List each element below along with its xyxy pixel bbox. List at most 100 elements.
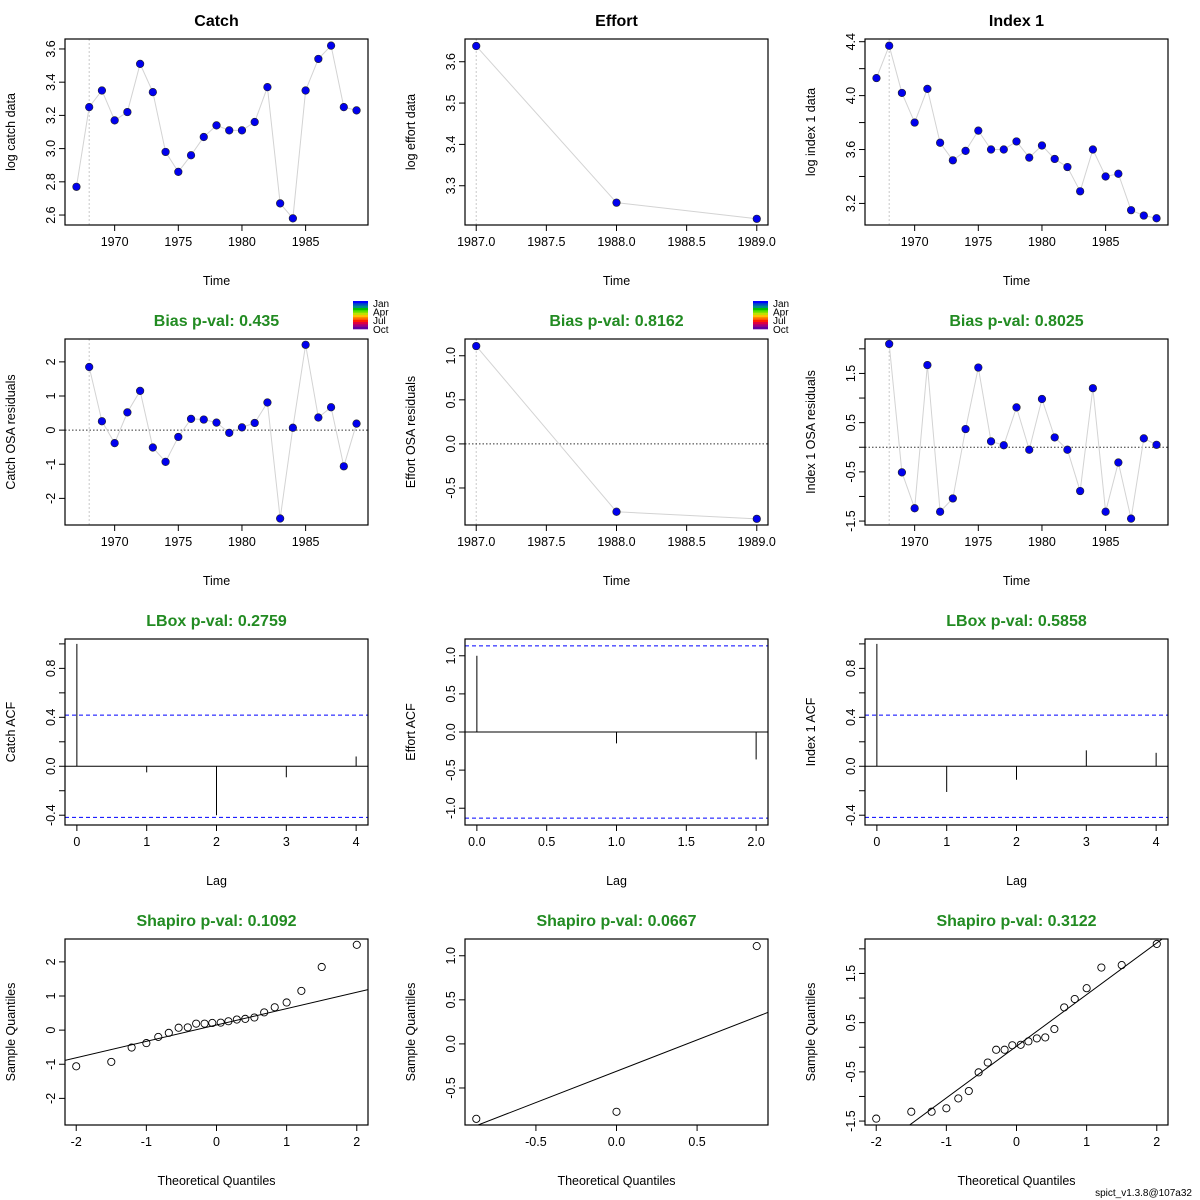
data-point (199, 132, 208, 142)
y-tick-label: 3.3 (444, 177, 458, 194)
season-label: Oct (373, 325, 389, 336)
data-point (1101, 507, 1110, 516)
y-tick-label: 0.5 (444, 391, 458, 408)
y-tick-label: 0.0 (844, 758, 858, 775)
qq-point (612, 1107, 621, 1116)
x-axis-label: Time (603, 574, 630, 588)
qq-point (974, 1068, 983, 1077)
season-swatch (353, 317, 368, 320)
data-point (199, 415, 208, 424)
panel-title: Catch (194, 13, 238, 30)
x-tick-label: 0.0 (468, 835, 485, 849)
season-swatch (753, 308, 768, 311)
y-tick-label: -0.5 (444, 1077, 458, 1099)
x-axis-label: Time (1003, 274, 1030, 288)
x-tick-label: 1975 (964, 535, 992, 549)
y-tick-label: 4.0 (844, 87, 858, 104)
qq-point (208, 1018, 217, 1028)
y-axis-label: log catch data (4, 93, 18, 171)
y-tick-label: 3.2 (844, 195, 858, 212)
data-point (1152, 440, 1161, 449)
version-footer: spict_v1.3.8@107a32 (1095, 1188, 1192, 1199)
data-point (263, 83, 272, 92)
qq-point (241, 1014, 250, 1023)
y-axis-label: log effort data (404, 94, 418, 170)
panel-title: Bias p-val: 0.8025 (949, 313, 1083, 330)
x-tick-label: 1985 (1092, 535, 1120, 549)
data-point (1050, 433, 1059, 442)
y-tick-label: 4.4 (844, 33, 858, 50)
x-tick-label: 1980 (1028, 535, 1056, 549)
qq-point (1008, 1041, 1017, 1050)
qq-point (183, 1023, 192, 1032)
panel-effort-qq: Shapiro p-val: 0.0667 -0.5 0.0 0.5 -0.5 0.0 0.… (404, 913, 769, 1188)
qq-point (1060, 1003, 1069, 1012)
data-point (1012, 403, 1021, 412)
y-tick-label: 0.0 (44, 758, 58, 775)
x-tick-label: 1987.5 (527, 235, 565, 249)
y-tick-label: 3.2 (44, 107, 58, 124)
data-point (885, 339, 894, 349)
x-tick-label: 1987.0 (457, 235, 495, 249)
qq-point (174, 1023, 183, 1032)
data-point (1063, 162, 1072, 172)
season-swatch (353, 308, 368, 311)
data-point (974, 363, 983, 372)
data-point (1101, 172, 1110, 181)
season-swatch (753, 303, 768, 306)
x-tick-label: 2 (1153, 1135, 1160, 1149)
data-point (948, 494, 957, 503)
data-point (212, 418, 221, 427)
data-point (186, 151, 196, 160)
season-label: Oct (773, 325, 789, 336)
data-point (897, 468, 907, 477)
panel-title: LBox p-val: 0.2759 (146, 613, 287, 630)
x-tick-label: 1985 (292, 235, 320, 249)
y-tick-label: -0.5 (844, 1061, 858, 1083)
qq-point (872, 1114, 881, 1123)
data-point (1126, 206, 1136, 215)
data-point (1126, 514, 1136, 523)
data-point (612, 507, 621, 516)
y-tick-label: -1.0 (444, 797, 458, 819)
y-axis-label: Effort ACF (404, 703, 418, 761)
data-point (897, 88, 907, 98)
qq-point (954, 1094, 963, 1103)
series-line (88, 344, 358, 519)
y-tick-label: 1.0 (444, 947, 458, 964)
data-point (1037, 394, 1047, 404)
x-tick-label: 2 (1013, 835, 1020, 849)
data-point (1076, 187, 1085, 196)
qq-point (72, 1062, 81, 1071)
x-tick-label: 1989.0 (738, 235, 776, 249)
panel-title: LBox p-val: 0.5858 (946, 613, 1087, 630)
y-axis-label: Catch ACF (4, 701, 18, 762)
x-axis-label: Time (203, 274, 230, 288)
x-axis-label: Lag (606, 874, 627, 888)
y-axis-label: log index 1 data (804, 88, 818, 176)
panel-catch-data: Catch 1970 1975 1980 1985 2.6 2.8 3.0 3.2 3.4 3.6 T… (4, 13, 369, 288)
season-swatch (353, 312, 368, 316)
qq-point (752, 942, 761, 951)
x-tick-label: 0.0 (608, 1135, 625, 1149)
x-tick-label: 1.0 (608, 835, 625, 849)
season-label: Jan (373, 299, 389, 310)
x-tick-label: 0 (73, 835, 80, 849)
x-tick-label: 4 (1153, 835, 1160, 849)
x-axis-label: Lag (1006, 874, 1027, 888)
season-swatch (753, 310, 768, 313)
x-tick-label: 1985 (1092, 235, 1120, 249)
season-swatch (753, 326, 768, 330)
data-point (301, 340, 310, 349)
data-point (72, 182, 81, 191)
qq-point (1041, 1033, 1050, 1042)
data-point (974, 126, 983, 135)
x-tick-label: 1 (1083, 1135, 1090, 1149)
panel-effort-osa: Bias p-val: 0.8162 1987.0 1987.5 1988.0 1988… (404, 299, 789, 588)
x-axis-label: Theoretical Quantiles (157, 1174, 275, 1188)
season-label: Apr (773, 308, 789, 319)
y-tick-label: 1 (44, 392, 58, 399)
data-point (339, 462, 348, 471)
data-point (936, 507, 945, 516)
plot-frame (864, 38, 1169, 226)
